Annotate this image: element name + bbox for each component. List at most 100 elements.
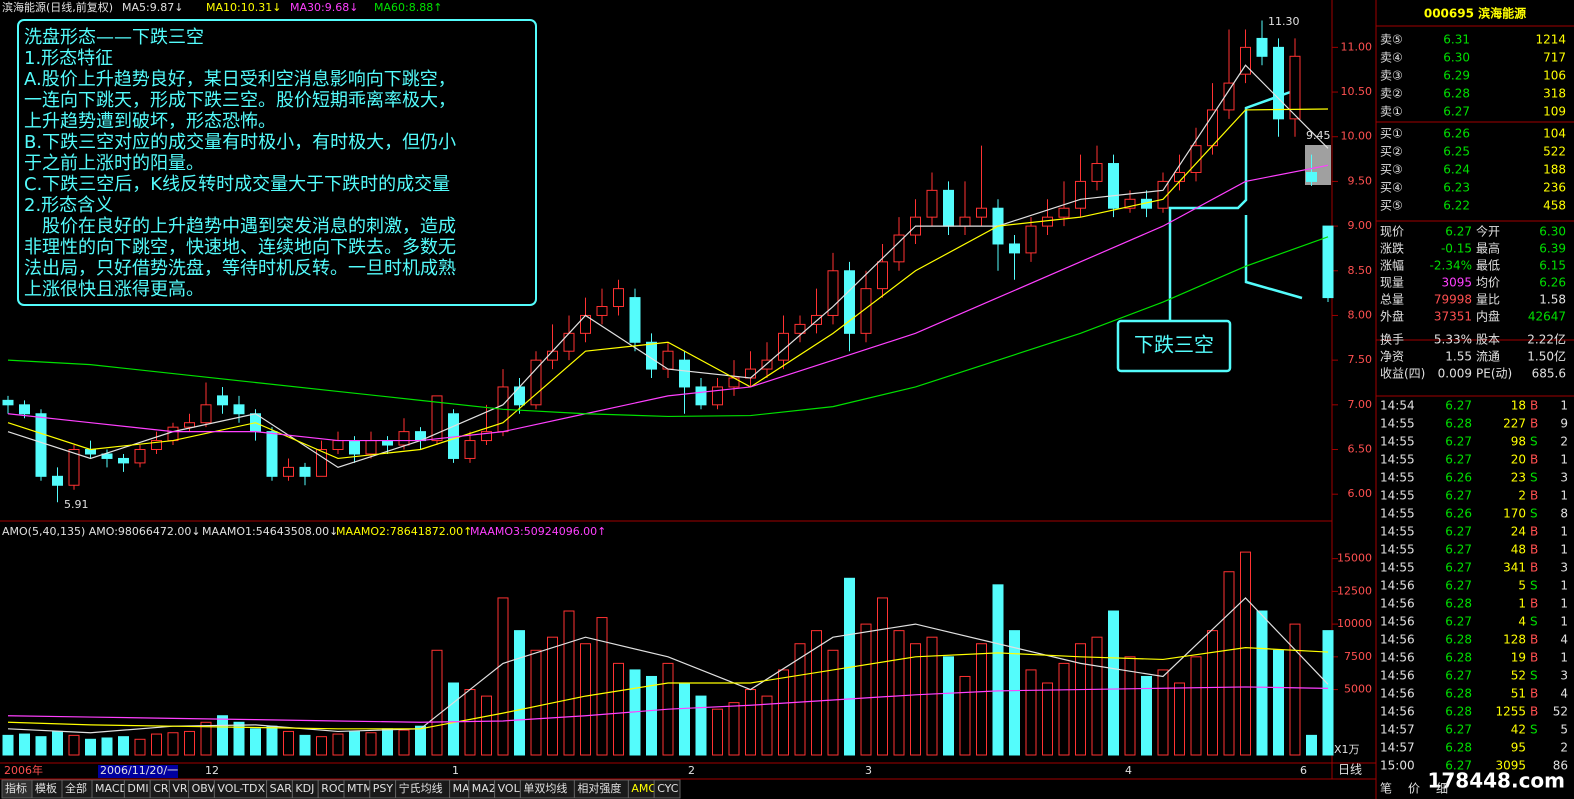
- stat-label: 股本: [1476, 333, 1500, 347]
- volume-bar: [811, 630, 822, 756]
- tab-label[interactable]: VR: [172, 782, 188, 795]
- candle-body: [101, 453, 113, 459]
- candle-body: [1157, 180, 1169, 209]
- volume-bar: [547, 636, 558, 756]
- candle-body: [233, 404, 245, 415]
- volume-bar: [943, 656, 954, 756]
- tick-time: 14:56: [1380, 597, 1415, 611]
- candle-body: [976, 207, 987, 218]
- footer-tab[interactable]: 价: [1408, 782, 1420, 796]
- candle-body: [596, 306, 608, 316]
- tick-price: 6.27: [1445, 579, 1472, 593]
- book-price: 6.29: [1443, 69, 1470, 83]
- tab-label[interactable]: CR: [153, 782, 169, 795]
- tick-volume: 1255: [1495, 705, 1526, 719]
- tab[interactable]: [653, 779, 681, 799]
- candle-body: [1256, 37, 1268, 57]
- tick-time: 14:55: [1380, 471, 1415, 485]
- tab-label[interactable]: MA: [453, 782, 470, 795]
- tab-label[interactable]: SAR: [270, 782, 293, 795]
- volume-bar: [464, 689, 476, 756]
- candle-body: [679, 359, 690, 388]
- candle-body: [811, 314, 822, 325]
- book-label: 卖⑤: [1380, 33, 1403, 47]
- tab-label[interactable]: MA2: [472, 782, 496, 795]
- tick-volume: 18: [1511, 399, 1526, 413]
- tick-price: 6.28: [1445, 651, 1472, 665]
- tab-label[interactable]: ROC: [321, 782, 345, 795]
- volume-bar: [200, 721, 212, 756]
- candle-body: [844, 270, 855, 334]
- candle-body: [827, 270, 839, 316]
- candle-body: [184, 422, 195, 428]
- book-price: 6.31: [1443, 33, 1470, 47]
- tick-price: 6.27: [1445, 543, 1472, 557]
- tab-label[interactable]: KDJ: [295, 782, 314, 795]
- candle-body: [316, 449, 327, 477]
- footer-tab[interactable]: 笔: [1380, 781, 1392, 796]
- y-tick-label: 11.00: [1341, 40, 1373, 53]
- tick-count: 1: [1560, 525, 1568, 539]
- tab-label[interactable]: 指标: [5, 781, 27, 795]
- stat-value: 37351: [1434, 310, 1472, 324]
- tab-label[interactable]: VOL: [498, 782, 521, 795]
- tick-count: 9: [1560, 417, 1568, 431]
- volume-bar: [580, 643, 591, 756]
- volume-bar: [250, 728, 261, 756]
- candle-body: [349, 440, 360, 455]
- y-tick-label: 6.00: [1348, 487, 1373, 500]
- volume-bar: [497, 597, 509, 756]
- book-volume: 318: [1543, 87, 1566, 101]
- tick-side: S: [1530, 435, 1538, 449]
- tick-count: 8: [1560, 507, 1568, 521]
- tick-price: 6.28: [1445, 417, 1472, 431]
- stat-value: 6.39: [1539, 242, 1566, 256]
- tab-label[interactable]: 单双均线: [523, 781, 567, 795]
- price-annotation: 9.45: [1306, 129, 1331, 142]
- bracket-top: [1168, 88, 1297, 320]
- candle-body: [1306, 171, 1317, 182]
- tick-count: 1: [1560, 597, 1568, 611]
- volume-bar: [1256, 610, 1268, 756]
- price-header: MA60:8.88↑: [374, 1, 442, 14]
- candle-body: [167, 426, 179, 442]
- tab-label[interactable]: MACD: [95, 782, 128, 795]
- tab-label[interactable]: MTM: [347, 782, 373, 795]
- tab-label[interactable]: OBV: [192, 782, 216, 795]
- candle-body: [382, 440, 393, 446]
- tab-label[interactable]: PSY: [373, 782, 394, 795]
- stat-value: 0.009: [1438, 367, 1472, 381]
- tick-time: 14:54: [1380, 399, 1415, 413]
- stat-label: 现价: [1380, 225, 1404, 239]
- period: 日线: [1338, 763, 1362, 777]
- candle-body: [860, 288, 872, 334]
- volume-header: AMO(5,40,135) AMO:98066472.00↓: [2, 525, 201, 538]
- note-line: 2.形态含义: [24, 195, 113, 216]
- volume-bar: [679, 682, 690, 756]
- tab-label[interactable]: CYC: [657, 782, 679, 795]
- tab-label[interactable]: 模板: [35, 781, 57, 795]
- volume-header: MAAMO2:78641872.00↑: [336, 525, 472, 538]
- tick-side: B: [1530, 489, 1538, 503]
- volume-bar: [910, 643, 921, 756]
- tick-price: 6.27: [1445, 399, 1472, 413]
- volume-bar: [1058, 662, 1070, 756]
- tab-label[interactable]: 相对强度: [577, 781, 621, 795]
- book-price: 6.27: [1443, 105, 1470, 119]
- footer-tab[interactable]: 细: [1436, 782, 1448, 796]
- candle-body: [926, 189, 938, 218]
- candle-body: [1124, 198, 1136, 209]
- tab-label[interactable]: VOL-TDX: [217, 782, 265, 795]
- tab-label[interactable]: AMO: [631, 782, 657, 795]
- tick-time: 14:56: [1380, 633, 1415, 647]
- tab-label[interactable]: 全部: [65, 781, 87, 795]
- tick-time: 14:55: [1380, 525, 1415, 539]
- tab-label[interactable]: DMI: [127, 782, 148, 795]
- volume-bar: [184, 730, 195, 756]
- tab-label[interactable]: 宁氏均线: [399, 781, 443, 795]
- volume-bar: [1190, 656, 1202, 756]
- tick-volume: 3095: [1495, 759, 1526, 773]
- volume-bar: [1091, 636, 1103, 756]
- tick-count: 4: [1560, 633, 1568, 647]
